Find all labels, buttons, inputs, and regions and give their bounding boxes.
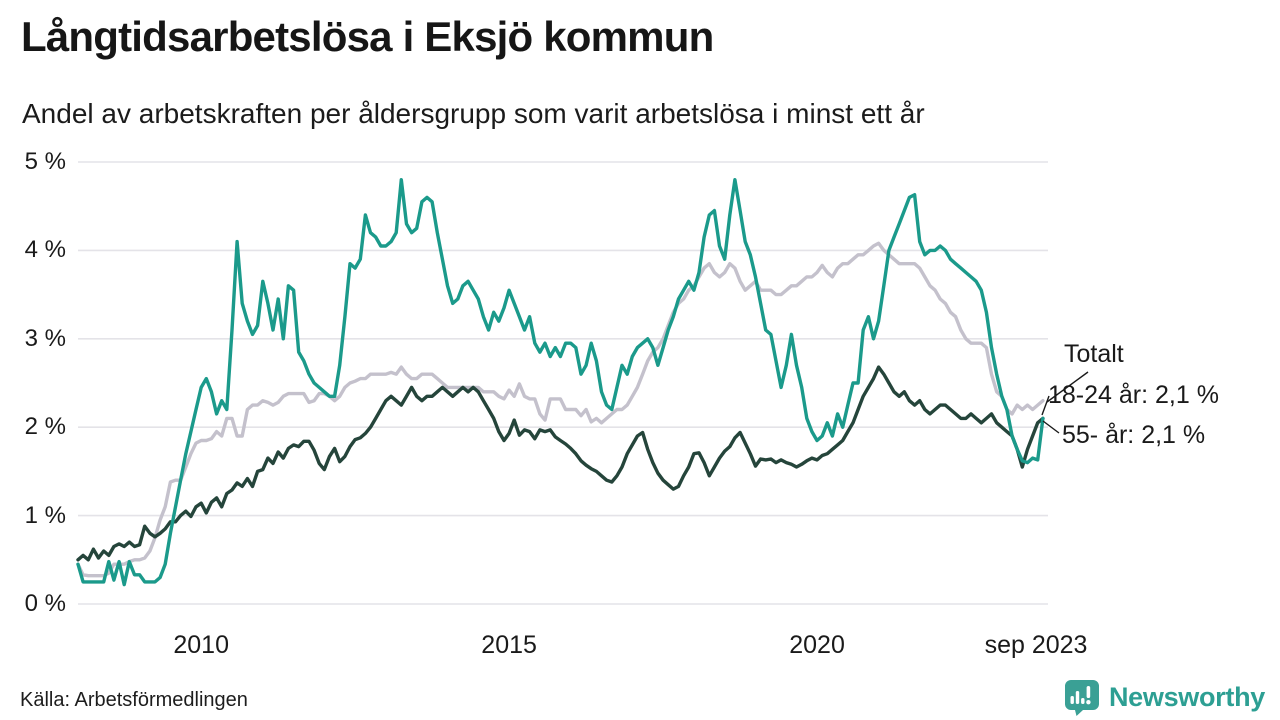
newsworthy-logo-text: Newsworthy <box>1108 681 1265 712</box>
x-axis-tick-label: 2015 <box>481 631 537 659</box>
connector-55 <box>1042 420 1060 434</box>
x-axis-tick-label: 2010 <box>173 631 229 659</box>
y-axis-tick-label: 0 % <box>24 590 66 617</box>
series-line-1824 <box>76 177 1045 587</box>
y-axis-tick-label: 3 % <box>24 324 66 352</box>
source-note: Källa: Arbetsförmedlingen <box>20 689 248 711</box>
series-label-totalt: Totalt <box>1064 340 1124 368</box>
series-label-18-24: 18-24 år: 2,1 % <box>1048 381 1219 409</box>
series-line-totalt <box>76 241 1045 578</box>
x-axis-tick-label: 2020 <box>789 631 845 659</box>
y-axis-tick-label: 2 % <box>24 413 66 441</box>
y-axis-tick-label: 4 % <box>24 236 66 264</box>
newsworthy-logo: Newsworthy <box>1063 678 1265 716</box>
page-title: Långtidsarbetslösa i Eksjö kommun <box>21 13 714 60</box>
x-axis-tick-label: sep 2023 <box>984 631 1088 659</box>
y-axis-tick-label: 5 % <box>24 148 66 175</box>
chart-subtitle: Andel av arbetskraften per åldersgrupp s… <box>22 98 925 129</box>
y-axis-tick-label: 1 % <box>24 501 66 529</box>
newsworthy-logo-icon <box>1064 680 1099 716</box>
series-line-55 <box>76 365 1045 562</box>
series-label-55: 55- år: 2,1 % <box>1062 421 1206 449</box>
